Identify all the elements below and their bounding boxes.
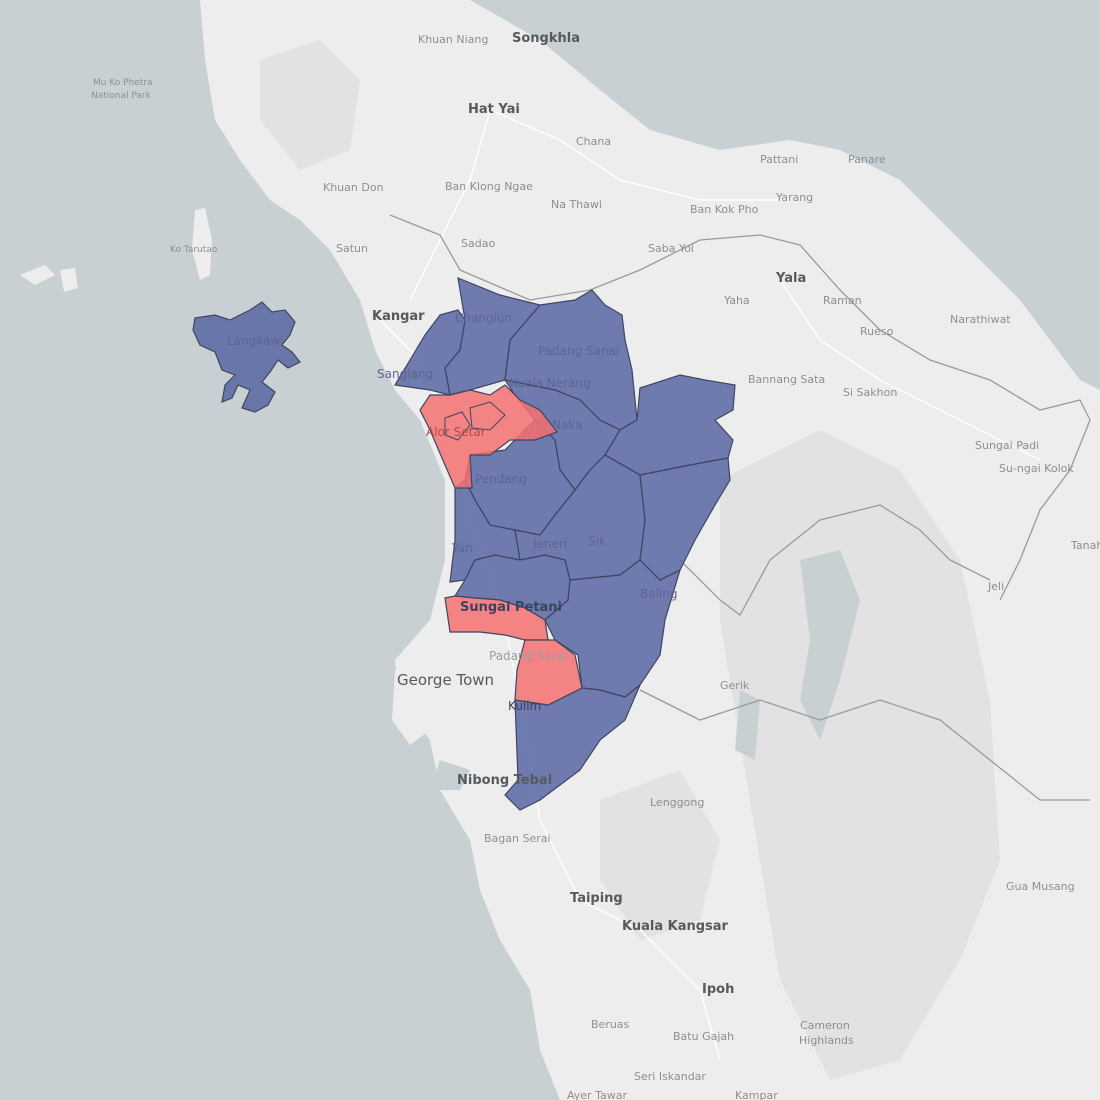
label-kuala-kangsar: Kuala Kangsar bbox=[622, 919, 729, 934]
label-sik: Sik bbox=[588, 534, 606, 548]
district-alor-setar[interactable] bbox=[419, 384, 558, 489]
label-rueso: Rueso bbox=[860, 325, 894, 338]
road bbox=[409, 109, 491, 301]
district-padang-serai[interactable] bbox=[514, 639, 583, 706]
state-border bbox=[639, 689, 1090, 801]
road bbox=[779, 279, 1041, 461]
district-sik[interactable] bbox=[639, 457, 731, 581]
label-yala: Yala bbox=[775, 271, 806, 286]
road bbox=[489, 109, 790, 201]
international-border bbox=[389, 214, 1091, 601]
label-yaha: Yaha bbox=[723, 294, 750, 307]
small-island bbox=[20, 265, 55, 285]
small-island bbox=[60, 268, 78, 292]
label-kampar: Kampar bbox=[735, 1089, 778, 1100]
label-ipoh: Ipoh bbox=[702, 982, 734, 997]
label-naka: Naka bbox=[552, 418, 582, 432]
label-saba-yoi: Saba Yoi bbox=[648, 242, 694, 255]
label-chana: Chana bbox=[576, 135, 611, 148]
label-khuan-don: Khuan Don bbox=[323, 181, 384, 194]
alor-setar-subdivision bbox=[469, 401, 506, 431]
label-kulim: Kulim bbox=[508, 699, 541, 713]
label-jeneri: Jeneri bbox=[532, 537, 567, 551]
lake bbox=[800, 550, 860, 740]
label-ban-klong-ngae: Ban Klong Ngae bbox=[445, 180, 533, 193]
lake bbox=[735, 690, 760, 760]
label-kangar: Kangar bbox=[372, 309, 425, 324]
label-si-sakhon: Si Sakhon bbox=[843, 386, 897, 399]
district-sungai-petani[interactable] bbox=[444, 595, 549, 641]
label-padang-sanai: Padang Sanai bbox=[538, 344, 619, 358]
label-su-ngai-kolok: Su-ngai Kolok bbox=[999, 462, 1074, 475]
label-narathiwat: Narathiwat bbox=[950, 313, 1011, 326]
label-ayer-tawar: Ayer Tawar bbox=[567, 1089, 627, 1100]
label-satun: Satun bbox=[336, 242, 368, 255]
label-sungai-padi: Sungai Padi bbox=[975, 439, 1039, 452]
district-kulim[interactable] bbox=[504, 684, 641, 811]
label-songkhla: Songkhla bbox=[512, 31, 580, 46]
label-na-thawi: Na Thawi bbox=[551, 198, 602, 211]
label-beruas: Beruas bbox=[591, 1018, 630, 1031]
label-cameron: Cameron bbox=[800, 1019, 850, 1032]
hill-shading bbox=[600, 770, 720, 940]
label-seri-iskandar: Seri Iskandar bbox=[634, 1070, 706, 1083]
label-national-park: National Park bbox=[91, 91, 152, 101]
label-tanah: Tanah bbox=[1070, 539, 1100, 552]
label-george-town: George Town bbox=[397, 671, 494, 689]
label-yarang: Yarang bbox=[775, 191, 813, 204]
label-sungai-petani: Sungai Petani bbox=[460, 600, 562, 615]
lake bbox=[430, 760, 470, 790]
hill-shading bbox=[260, 40, 360, 170]
label-alor-setar: Alor Setar bbox=[426, 425, 486, 439]
label-baling: Baling bbox=[640, 587, 677, 601]
label-langkawi: Langkawi bbox=[227, 334, 284, 348]
hill-shading bbox=[720, 430, 1000, 1080]
label-bagan-serai: Bagan Serai bbox=[484, 832, 551, 845]
label-gua-musang: Gua Musang bbox=[1006, 880, 1075, 893]
label-padang-serai: Padang Serai bbox=[489, 649, 568, 663]
label-hat-yai: Hat Yai bbox=[468, 102, 520, 117]
label-sanglang: Sanglang bbox=[377, 367, 433, 381]
label-mu-ko-phetra: Mu Ko Phetra bbox=[93, 78, 153, 88]
label-sadao: Sadao bbox=[461, 237, 495, 250]
label-ban-kok-pho: Ban Kok Pho bbox=[690, 203, 759, 216]
tarutao-island bbox=[192, 208, 212, 280]
label-bannang-sata: Bannang Sata bbox=[748, 373, 825, 386]
label-batu-gajah: Batu Gajah bbox=[673, 1030, 734, 1043]
label-nibong-tebal: Nibong Tebal bbox=[457, 773, 552, 788]
label-yan: Yan bbox=[451, 541, 473, 555]
label-panare: Panare bbox=[848, 153, 886, 166]
label-pendang: Pendang bbox=[475, 472, 527, 486]
label-ko-tarutao: Ko Tarutao bbox=[170, 245, 218, 255]
label-gerik: Gerik bbox=[720, 679, 750, 692]
district-langkawi[interactable] bbox=[192, 301, 301, 413]
label-jeli: Jeli bbox=[987, 580, 1004, 593]
label-khuan-niang: Khuan Niang bbox=[418, 33, 488, 46]
label-changlun: Changlun bbox=[455, 311, 512, 325]
state-border bbox=[679, 504, 991, 616]
label-lenggong: Lenggong bbox=[650, 796, 704, 809]
alor-setar-subdivision bbox=[444, 411, 471, 441]
label-taiping: Taiping bbox=[570, 891, 623, 906]
label-raman: Raman bbox=[823, 294, 862, 307]
penang-island bbox=[392, 665, 435, 745]
label-highlands: Highlands bbox=[799, 1034, 854, 1047]
label-kuala-nerang: Kuala Nerang bbox=[510, 376, 591, 390]
label-pattani: Pattani bbox=[760, 153, 798, 166]
